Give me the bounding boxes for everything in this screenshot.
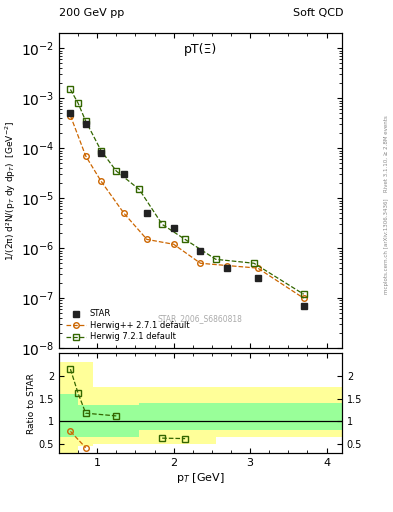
Herwig 7.2.1 default [83, 118, 88, 124]
Herwig 7.2.1 default [99, 147, 103, 154]
Line: Herwig 7.2.1 default: Herwig 7.2.1 default [68, 87, 307, 297]
Y-axis label: 1/(2π) d²N/(p$_T$ dy dp$_T$)  [GeV$^{-2}$]: 1/(2π) d²N/(p$_T$ dy dp$_T$) [GeV$^{-2}$… [4, 120, 18, 261]
Text: mcplots.cern.ch [arXiv:1306.3436]: mcplots.cern.ch [arXiv:1306.3436] [384, 198, 389, 293]
Bar [231, 387, 342, 437]
STAR [145, 210, 149, 217]
Text: STAR_2006_S6860818: STAR_2006_S6860818 [158, 314, 243, 323]
Herwig++ 2.7.1 default [198, 260, 203, 266]
Herwig++ 2.7.1 default [145, 237, 149, 243]
Herwig++ 2.7.1 default [121, 210, 126, 217]
Text: 200 GeV pp: 200 GeV pp [59, 8, 124, 18]
Herwig++ 2.7.1 default [99, 178, 103, 184]
Bar [216, 387, 231, 437]
Herwig++ 2.7.1 default [83, 153, 88, 159]
Herwig 7.2.1 default [301, 291, 306, 297]
Herwig 7.2.1 default [68, 87, 73, 93]
STAR [121, 172, 126, 178]
Herwig++ 2.7.1 default [68, 113, 73, 119]
STAR [83, 121, 88, 127]
Herwig 7.2.1 default [183, 237, 187, 243]
Bar [216, 403, 231, 431]
Text: Soft QCD: Soft QCD [294, 8, 344, 18]
Bar [78, 362, 94, 446]
Bar [94, 387, 139, 444]
Bar [78, 406, 94, 437]
Bar [139, 387, 216, 444]
STAR [301, 303, 306, 309]
Herwig 7.2.1 default [160, 221, 165, 227]
Herwig 7.2.1 default [213, 256, 218, 262]
X-axis label: p$_T$ [GeV]: p$_T$ [GeV] [176, 471, 225, 485]
Bar [231, 403, 342, 431]
Herwig++ 2.7.1 default [225, 263, 230, 269]
Text: pT(Ξ): pT(Ξ) [184, 42, 217, 56]
Herwig 7.2.1 default [252, 260, 256, 266]
Bar [139, 403, 216, 431]
Bar [94, 406, 139, 437]
Herwig 7.2.1 default [114, 168, 119, 174]
STAR [68, 110, 73, 116]
Legend: STAR, Herwig++ 2.7.1 default, Herwig 7.2.1 default: STAR, Herwig++ 2.7.1 default, Herwig 7.2… [63, 307, 192, 344]
Herwig++ 2.7.1 default [171, 241, 176, 247]
Herwig 7.2.1 default [76, 100, 81, 106]
STAR [255, 275, 260, 282]
Bar [59, 394, 78, 437]
Text: Rivet 3.1.10, ≥ 2.8M events: Rivet 3.1.10, ≥ 2.8M events [384, 115, 389, 192]
Herwig++ 2.7.1 default [255, 265, 260, 271]
Line: Herwig++ 2.7.1 default: Herwig++ 2.7.1 default [68, 113, 307, 301]
Line: STAR: STAR [67, 110, 307, 309]
STAR [99, 150, 103, 156]
STAR [198, 247, 203, 253]
Herwig 7.2.1 default [137, 186, 141, 193]
Herwig++ 2.7.1 default [301, 295, 306, 301]
Y-axis label: Ratio to STAR: Ratio to STAR [27, 373, 36, 434]
STAR [225, 265, 230, 271]
Bar [59, 362, 78, 453]
STAR [171, 225, 176, 231]
